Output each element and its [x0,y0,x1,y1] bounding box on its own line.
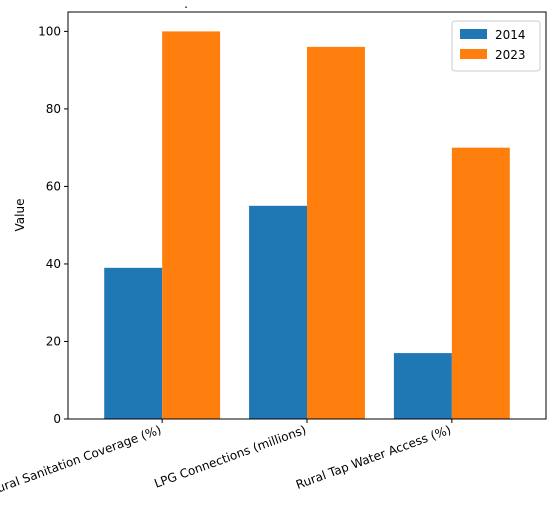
chart-title: . [184,0,188,11]
x-tick-label: Rural Sanitation Coverage (%) [0,423,163,498]
y-axis: 0 20 40 60 80 100 [38,24,68,426]
bar-2014-2 [393,353,452,419]
legend-label-2023: 2023 [495,48,526,62]
y-tick-label: 80 [46,102,61,116]
x-tick-label: LPG Connections (millions) [152,423,308,491]
y-tick-label: 60 [46,179,61,193]
y-tick-label: 100 [38,24,61,38]
bar-2014-0 [104,267,163,419]
legend-swatch-2023 [460,49,487,59]
legend-swatch-2014 [460,29,487,39]
x-tick-label: Rural Tap Water Access (%) [294,423,453,492]
legend: 2014 2023 [451,20,541,72]
y-tick-label: 0 [53,412,61,426]
bar-2023-1 [307,46,365,420]
y-axis-title: Value [13,199,27,232]
bar-2023-2 [451,147,510,419]
bar-2014-1 [249,205,307,419]
y-tick-label: 40 [46,257,61,271]
bars-layer [104,31,510,420]
legend-label-2014: 2014 [495,28,526,42]
y-tick-label: 20 [46,334,61,348]
bar-2023-0 [162,31,221,420]
x-axis: Rural Sanitation Coverage (%)LPG Connect… [0,419,453,498]
